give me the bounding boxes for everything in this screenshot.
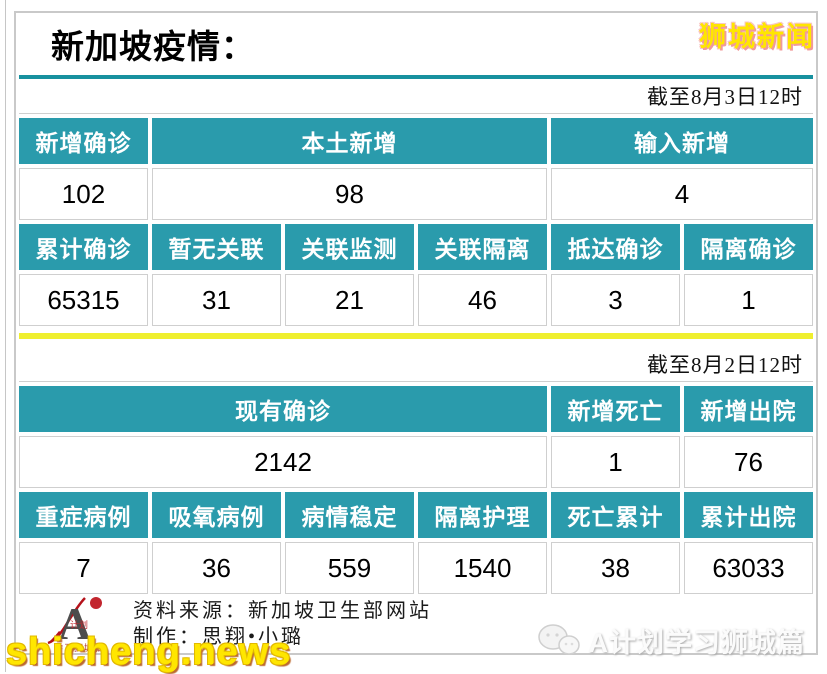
detail-header-row: 重症病例 吸氧病例 病情稳定 隔离护理 死亡累计 累计出院 [19,492,813,538]
value-cell-arrival-confirmed: 3 [551,274,680,326]
detail-value-row: 7 36 559 1540 38 63033 [19,542,813,594]
active-cases-value-row: 2142 1 76 [19,436,813,488]
source-line: 资料来源：新加坡卫生部网站 [133,600,432,622]
value-cell-unlinked: 31 [152,274,281,326]
header-cell-stable-condition: 病情稳定 [285,492,414,538]
cumulative-value-row: 65315 31 21 46 3 1 [19,274,813,326]
value-cell-isolation-care: 1540 [418,542,547,594]
maker-line: 制作：思翔•小璐 [133,626,305,648]
value-cell-severe-cases: 7 [19,542,148,594]
header-cell-total-discharged: 累计出院 [684,492,813,538]
credits-block: 资料来源：新加坡卫生部网站 制作：思翔•小璐 [133,598,432,650]
value-cell-total-discharged: 63033 [684,542,813,594]
logo-inner-text: 计划 [70,619,88,630]
value-cell-active-confirmed: 2142 [19,436,547,488]
header-cell-active-confirmed: 现有确诊 [19,386,547,432]
header-cell-total-deaths: 死亡累计 [551,492,680,538]
header-cell-oxygen-cases: 吸氧病例 [152,492,281,538]
value-cell-linked-quarantine: 46 [418,274,547,326]
yellow-section-divider [19,333,813,339]
header-cell-linked-surveillance: 关联监测 [285,224,414,270]
title-underline [19,75,813,79]
value-cell-new-deaths: 1 [551,436,680,488]
watermark-shicheng-news-url: shicheng.news [6,631,292,673]
header-cell-isolation-confirmed: 隔离确诊 [684,224,813,270]
header-cell-new-discharged: 新增出院 [684,386,813,432]
header-cell-imported-new: 输入新增 [551,118,813,164]
value-cell-stable-condition: 559 [285,542,414,594]
footer: A 计划 学习狮城篇 资料来源：新加坡卫生部网站 制作：思翔•小璐 [19,596,813,653]
value-cell-new-confirmed: 102 [19,168,148,220]
header-cell-new-deaths: 新增死亡 [551,386,680,432]
new-cases-value-row: 102 98 4 [19,168,813,220]
asof-date-aug3: 截至8月3日12时 [19,79,813,114]
cumulative-header-row: 累计确诊 暂无关联 关联监测 关联隔离 抵达确诊 隔离确诊 [19,224,813,270]
header-cell-linked-quarantine: 关联隔离 [418,224,547,270]
value-cell-linked-surveillance: 21 [285,274,414,326]
value-cell-total-deaths: 38 [551,542,680,594]
title-bar: 新加坡疫情： [19,13,813,75]
logo-letter-a: A [58,598,91,645]
watermark-a-plan-label: A计划学习狮城篇 [588,628,805,658]
value-cell-cumulative-confirmed: 65315 [19,274,148,326]
new-cases-header-row: 新增确诊 本土新增 输入新增 [19,118,813,164]
a-plan-logo-graphic: A 计划 [47,596,102,645]
page-left-border [5,0,6,672]
value-cell-local-new: 98 [152,168,547,220]
page-title: 新加坡疫情： [51,28,255,65]
watermark-a-plan: A计划学习狮城篇 [537,621,806,660]
a-plan-logo: A 计划 学习狮城篇 [41,595,117,654]
brand-shicheng-news-cn: 狮城新闻 [699,22,815,52]
wechat-icon [537,623,580,655]
value-cell-imported-new: 4 [551,168,813,220]
header-cell-cumulative-confirmed: 累计确诊 [19,224,148,270]
header-cell-local-new: 本土新增 [152,118,547,164]
active-cases-header-row: 现有确诊 新增死亡 新增出院 [19,386,813,432]
logo-caption: 学习狮城篇 [53,642,104,653]
report-card: 新加坡疫情： 截至8月3日12时 新增确诊 本土新增 输入新增 102 98 4… [14,11,818,655]
header-cell-isolation-care: 隔离护理 [418,492,547,538]
value-cell-new-discharged: 76 [684,436,813,488]
header-cell-new-confirmed: 新增确诊 [19,118,148,164]
header-cell-arrival-confirmed: 抵达确诊 [551,224,680,270]
asof-date-aug2: 截至8月2日12时 [19,347,813,382]
header-cell-severe-cases: 重症病例 [19,492,148,538]
header-cell-unlinked: 暂无关联 [152,224,281,270]
value-cell-isolation-confirmed: 1 [684,274,813,326]
value-cell-oxygen-cases: 36 [152,542,281,594]
